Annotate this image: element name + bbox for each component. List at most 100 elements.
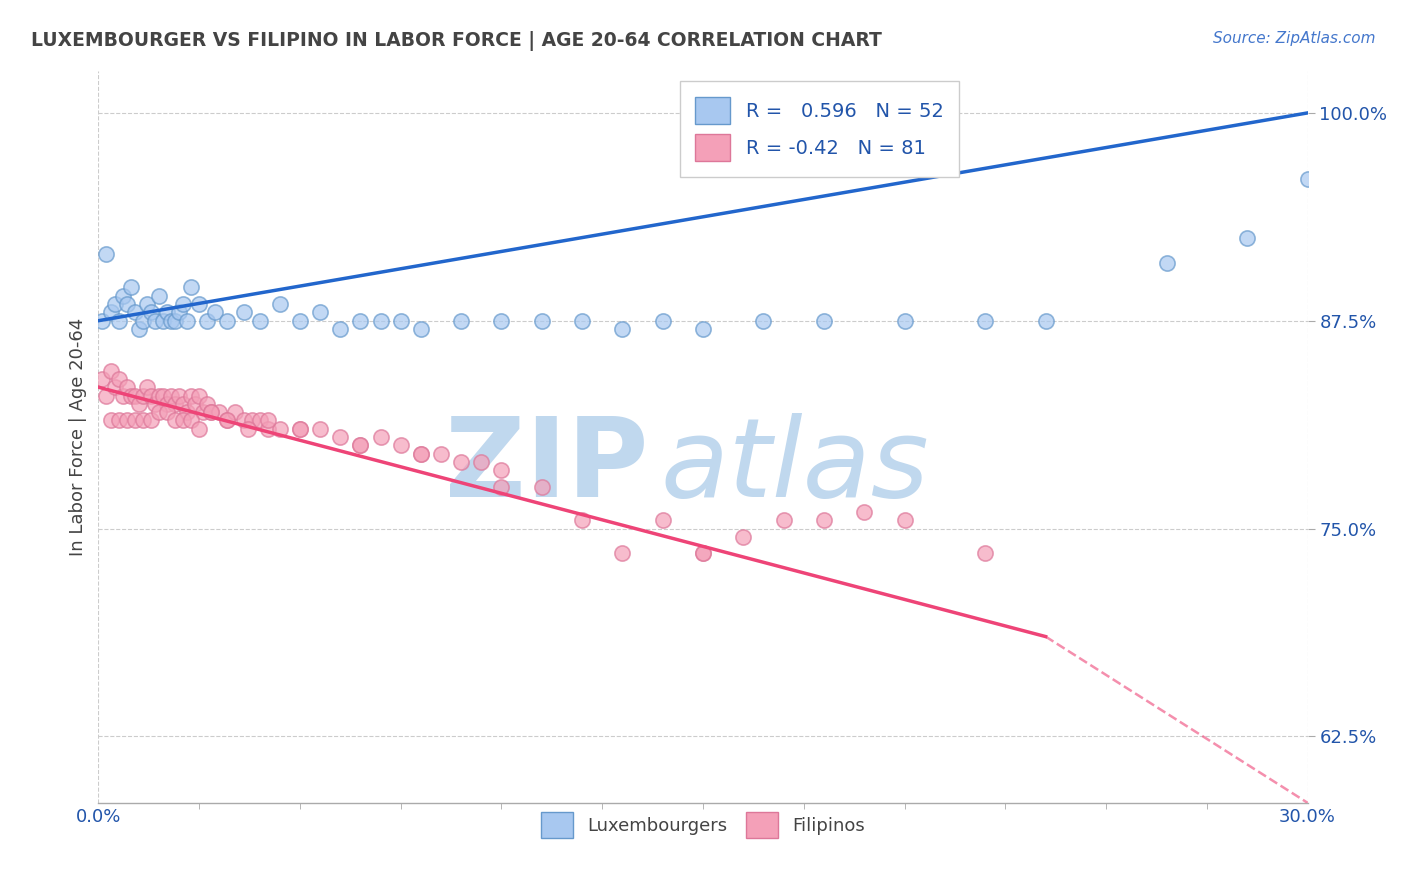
Point — [288, 422, 311, 436]
Point — [217, 314, 239, 328]
Point — [163, 413, 186, 427]
Point — [180, 280, 202, 294]
Point — [470, 455, 492, 469]
Point — [370, 314, 392, 328]
Point — [349, 438, 371, 452]
Point — [172, 297, 194, 311]
Point — [752, 314, 775, 328]
Point — [132, 314, 155, 328]
Point — [409, 322, 432, 336]
Point — [491, 314, 513, 328]
Point — [193, 405, 215, 419]
Point — [100, 413, 122, 427]
Point — [530, 480, 553, 494]
Point — [217, 413, 239, 427]
Point — [115, 380, 138, 394]
Point — [128, 397, 150, 411]
Point — [184, 397, 207, 411]
Point — [115, 297, 138, 311]
Point — [135, 380, 157, 394]
Point — [195, 314, 218, 328]
Point — [120, 388, 142, 402]
Point — [156, 405, 179, 419]
Point — [389, 314, 412, 328]
Point — [893, 513, 915, 527]
Point — [893, 314, 915, 328]
Point — [571, 314, 593, 328]
Point — [172, 397, 194, 411]
Point — [132, 413, 155, 427]
Point — [232, 305, 254, 319]
Point — [143, 314, 166, 328]
Point — [249, 413, 271, 427]
Point — [176, 405, 198, 419]
Point — [204, 305, 226, 319]
Point — [135, 297, 157, 311]
Point — [409, 447, 432, 461]
Point — [208, 405, 231, 419]
Point — [103, 380, 125, 394]
Point — [124, 388, 146, 402]
Point — [269, 297, 291, 311]
Point — [571, 513, 593, 527]
Point — [160, 314, 183, 328]
Point — [692, 546, 714, 560]
Point — [100, 363, 122, 377]
Point — [236, 422, 259, 436]
Text: atlas: atlas — [661, 413, 929, 520]
Point — [124, 413, 146, 427]
Point — [651, 513, 673, 527]
Point — [107, 314, 129, 328]
Point — [148, 289, 170, 303]
Point — [188, 388, 211, 402]
Point — [152, 314, 174, 328]
Point — [148, 405, 170, 419]
Point — [139, 305, 162, 319]
Point — [269, 422, 291, 436]
Point — [96, 388, 118, 402]
Point — [96, 247, 118, 261]
Point — [450, 314, 472, 328]
Point — [107, 413, 129, 427]
Point — [309, 305, 332, 319]
Point — [156, 305, 179, 319]
Point — [329, 322, 352, 336]
Point — [180, 388, 202, 402]
Point — [249, 314, 271, 328]
Point — [176, 314, 198, 328]
Point — [217, 413, 239, 427]
Point — [692, 322, 714, 336]
Point — [1156, 255, 1178, 269]
Point — [107, 372, 129, 386]
Point — [91, 372, 114, 386]
Point — [370, 430, 392, 444]
Point — [813, 513, 835, 527]
Point — [195, 397, 218, 411]
Point — [240, 413, 263, 427]
Point — [200, 405, 222, 419]
Point — [1236, 230, 1258, 244]
Point — [128, 322, 150, 336]
Point — [1035, 314, 1057, 328]
Point — [288, 314, 311, 328]
Point — [309, 422, 332, 436]
Point — [163, 314, 186, 328]
Point — [91, 314, 114, 328]
Point — [124, 305, 146, 319]
Point — [692, 546, 714, 560]
Point — [111, 289, 134, 303]
Point — [772, 513, 794, 527]
Point — [163, 397, 186, 411]
Point — [450, 455, 472, 469]
Point — [612, 546, 634, 560]
Point — [100, 305, 122, 319]
Point — [349, 314, 371, 328]
Point — [389, 438, 412, 452]
Point — [188, 422, 211, 436]
Point — [152, 388, 174, 402]
Point — [115, 413, 138, 427]
Text: Source: ZipAtlas.com: Source: ZipAtlas.com — [1212, 31, 1375, 46]
Point — [139, 388, 162, 402]
Point — [530, 314, 553, 328]
Point — [1296, 172, 1319, 186]
